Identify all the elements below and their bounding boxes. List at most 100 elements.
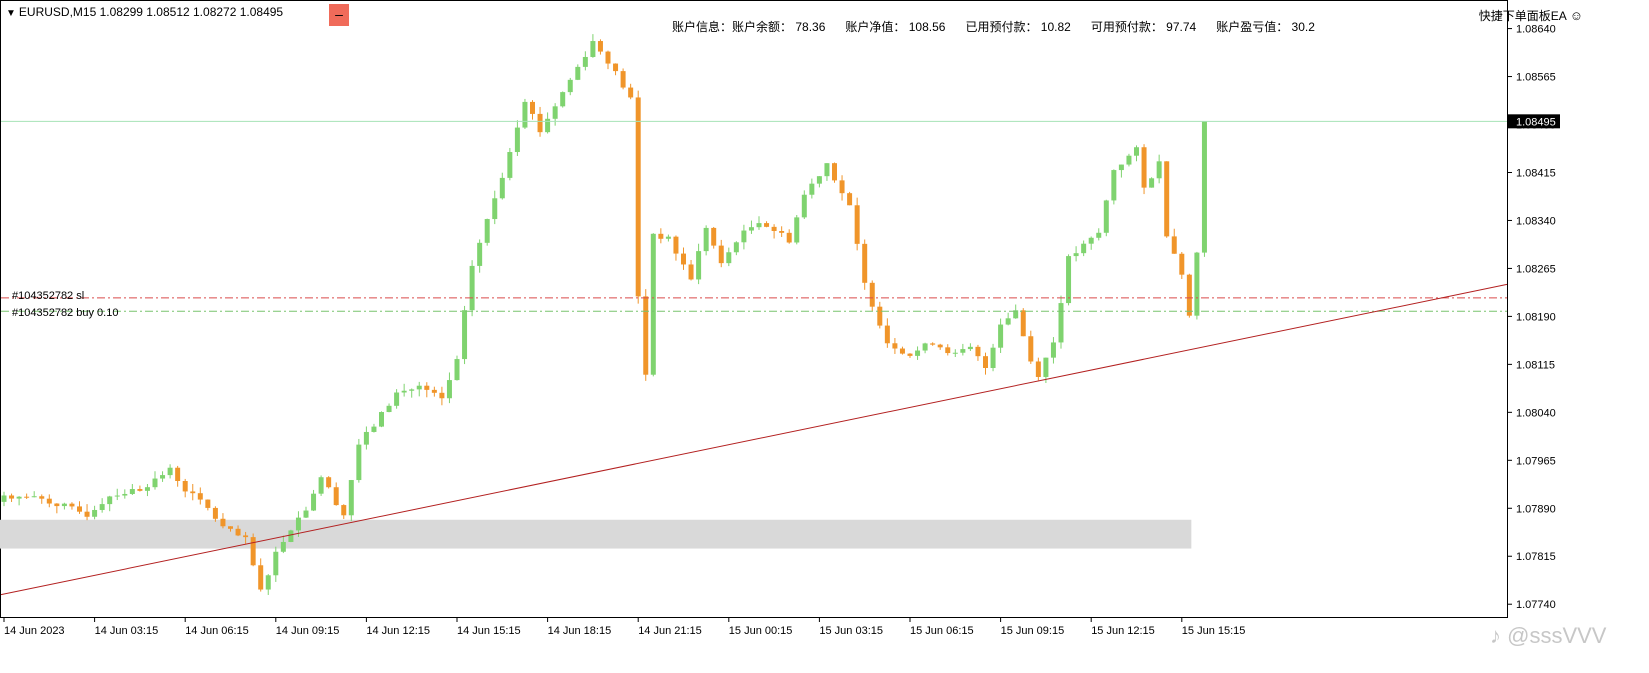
bull-candle: [61, 503, 67, 507]
bear-candle: [24, 496, 30, 498]
account-equity: 账户净值： 108.56: [845, 20, 946, 34]
bear-candle: [220, 518, 226, 527]
bear-candle: [658, 233, 664, 239]
bull-candle: [726, 252, 732, 264]
watermark-icon: ♪: [1490, 623, 1501, 648]
bull-candle: [273, 551, 279, 576]
bull-candle: [1, 495, 7, 502]
bear-candle: [39, 496, 45, 499]
bull-candle: [998, 324, 1004, 348]
x-tick-label: 14 Jun 2023: [4, 625, 65, 637]
bear-candle: [718, 245, 724, 264]
bull-candle: [756, 223, 762, 228]
bull-candle: [31, 496, 37, 498]
bear-candle: [937, 344, 943, 348]
bull-candle: [99, 504, 105, 510]
bear-candle: [930, 343, 936, 345]
bull-candle: [409, 389, 415, 391]
watermark-text: @sssVVV: [1507, 623, 1607, 648]
bull-candle: [107, 496, 113, 505]
bear-candle: [205, 499, 211, 508]
minimize-button[interactable]: –: [329, 4, 349, 26]
bear-candle: [597, 41, 603, 52]
bear-candle: [945, 347, 951, 354]
bear-candle: [341, 505, 347, 516]
bull-candle: [454, 359, 460, 381]
bear-candle: [764, 223, 770, 227]
bear-candle: [537, 113, 543, 133]
bull-candle: [167, 467, 173, 476]
bull-candle: [915, 350, 921, 356]
bull-candle: [545, 118, 551, 133]
bear-candle: [190, 491, 196, 494]
bear-candle: [175, 467, 181, 481]
bear-candle: [84, 511, 90, 517]
bull-candle: [1149, 178, 1155, 188]
bear-candle: [877, 306, 883, 326]
bull-candle: [92, 509, 98, 517]
x-tick-label: 15 Jun 00:15: [729, 625, 793, 637]
bull-candle: [446, 380, 452, 399]
bull-candle: [379, 412, 384, 427]
ea-panel-title[interactable]: 快捷下单面板EA ☺: [1479, 7, 1583, 24]
bear-candle: [907, 353, 913, 356]
bear-candle: [605, 51, 611, 64]
bull-candle: [114, 495, 120, 497]
bear-candle: [1164, 161, 1170, 237]
watermark: ♪ @sssVVV: [1490, 623, 1606, 649]
bull-candle: [1066, 256, 1072, 304]
y-tick-label: 1.07815: [1516, 551, 1556, 563]
bull-candle: [507, 152, 513, 178]
bull-candle: [477, 242, 483, 266]
bear-candle: [1028, 336, 1034, 362]
bull-candle: [733, 242, 739, 253]
account-balance: 账户余额： 78.36: [732, 20, 826, 34]
bear-candle: [212, 507, 218, 519]
bear-candle: [779, 230, 785, 233]
bull-candle: [816, 176, 822, 184]
bear-candle: [688, 264, 694, 280]
bear-candle: [862, 243, 868, 283]
bull-candle: [152, 478, 158, 488]
bull-candle: [514, 127, 520, 153]
bull-candle: [801, 194, 807, 218]
bull-candle: [1096, 232, 1102, 238]
bear-candle: [333, 487, 339, 506]
bull-candle: [303, 510, 309, 518]
bull-candle: [499, 177, 505, 199]
bull-candle: [295, 517, 301, 531]
bear-candle: [69, 503, 75, 507]
bear-candle: [711, 227, 717, 246]
bear-candle: [635, 97, 641, 297]
x-tick-label: 15 Jun 06:15: [910, 625, 974, 637]
x-tick-label: 15 Jun 03:15: [819, 625, 883, 637]
bear-candle: [46, 498, 52, 504]
bear-candle: [613, 63, 619, 72]
bull-candle: [567, 79, 573, 93]
bear-candle: [228, 526, 233, 529]
bull-candle: [1118, 164, 1124, 171]
support-zone: [0, 519, 1192, 549]
bull-candle: [1013, 310, 1019, 319]
bull-candle: [552, 106, 558, 119]
y-tick-label: 1.08190: [1516, 311, 1556, 323]
bull-candle: [990, 347, 996, 369]
account-free-margin: 可用预付款： 97.74: [1090, 20, 1197, 34]
bear-candle: [869, 282, 875, 307]
bear-candle: [681, 253, 686, 265]
x-tick-label: 14 Jun 18:15: [548, 625, 612, 637]
bear-candle: [1141, 147, 1147, 188]
bull-candle: [265, 575, 271, 590]
bull-candle: [665, 236, 671, 239]
bull-candle: [824, 163, 830, 177]
current-price-box: [1508, 114, 1560, 129]
bull-candle: [1194, 252, 1200, 316]
bear-candle: [258, 565, 264, 590]
bull-candle: [1156, 161, 1162, 179]
bull-candle: [462, 310, 468, 360]
collapse-triangle-icon[interactable]: ▼: [6, 8, 16, 19]
bull-candle: [741, 230, 747, 243]
bull-candle: [1050, 342, 1056, 358]
ea-title-text: 快捷下单面板EA: [1478, 9, 1567, 23]
